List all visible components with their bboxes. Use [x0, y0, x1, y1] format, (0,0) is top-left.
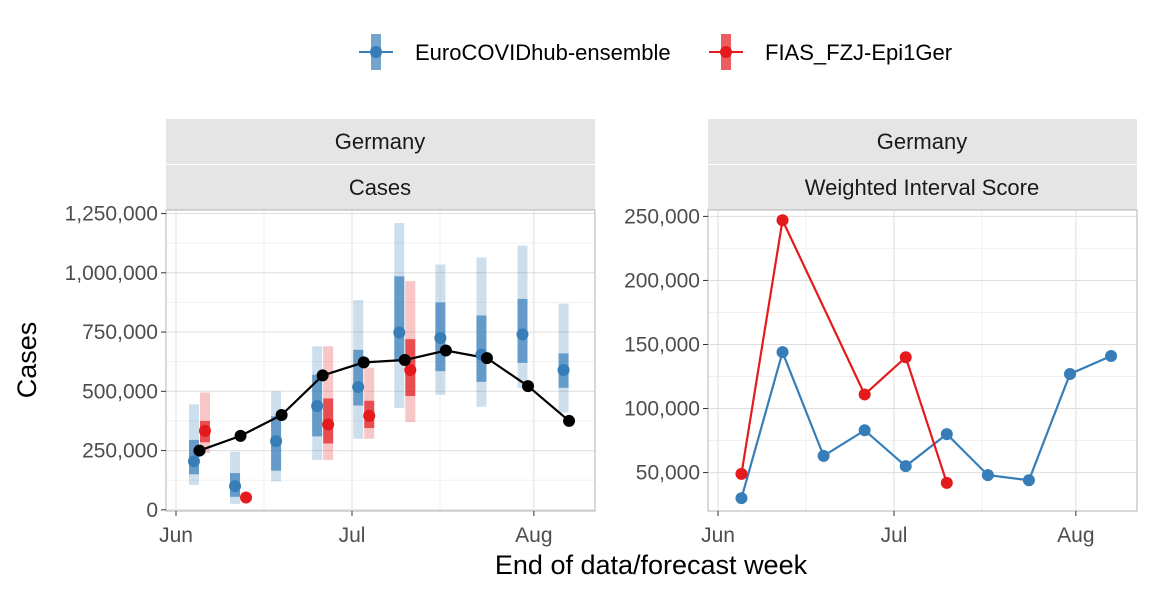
- left-strip-top-label: Germany: [335, 129, 425, 154]
- ensemble-score-point: [981, 469, 994, 482]
- legend-item-fias: FIAS_FZJ-Epi1Ger: [709, 34, 952, 70]
- fias-score-point: [899, 351, 912, 364]
- observed-point: [398, 354, 411, 367]
- ensemble-score-point: [940, 428, 953, 441]
- right-y-tick-label: 250,000: [624, 205, 700, 228]
- right-panel-grid: [708, 210, 1137, 511]
- ensemble-median-point: [557, 363, 570, 376]
- ensemble-median-point: [352, 381, 365, 394]
- left-y-tick-label: 1,000,000: [65, 262, 158, 285]
- right-y-tick-label: 150,000: [624, 333, 700, 356]
- fias-median-point: [404, 363, 417, 376]
- right-strip-bottom: [708, 165, 1137, 210]
- left-x-tick-label: Aug: [515, 524, 552, 547]
- left-y-tick-label: 1,250,000: [65, 203, 158, 226]
- y-axis-title: Cases: [12, 322, 42, 399]
- observed-point: [439, 344, 452, 357]
- right-strip-top: [708, 119, 1137, 164]
- ensemble-score-point: [1022, 474, 1035, 487]
- left-y-tick-label: 500,000: [82, 380, 158, 403]
- ensemble-median-point: [229, 480, 242, 493]
- legend-key-fias-point: [720, 46, 732, 58]
- observed-point: [357, 356, 370, 369]
- left-strip-bottom: [166, 165, 595, 210]
- ensemble-inner-interval: [394, 276, 405, 361]
- ensemble-score-point: [899, 460, 912, 473]
- right-panel-axes: 50,000 100,000 150,000 200,000 250,000 Jun Jul…: [624, 205, 1094, 547]
- observed-line: [199, 349, 570, 452]
- right-panel-background: [708, 210, 1137, 511]
- x-axis-title: End of data/forecast week: [495, 550, 808, 580]
- observed-point: [522, 380, 534, 393]
- right-strip-bottom-label: Weighted Interval Score: [805, 175, 1039, 200]
- ensemble-score-line: [740, 348, 1112, 499]
- legend-item-ensemble: EuroCOVIDhub-ensemble: [359, 34, 671, 70]
- left-panel-border: [165, 209, 596, 512]
- fias-score-point: [735, 467, 748, 480]
- ensemble-median-point: [187, 455, 200, 468]
- right-y-tick-label: 100,000: [624, 398, 700, 421]
- ensemble-median-point: [516, 328, 529, 341]
- fias-median-point: [198, 424, 211, 437]
- legend-label-ensemble: EuroCOVIDhub-ensemble: [415, 40, 671, 65]
- legend-label-fias: FIAS_FZJ-Epi1Ger: [765, 40, 952, 65]
- left-x-tick-label: Jul: [339, 524, 366, 547]
- left-y-tick-label: 0: [146, 499, 158, 522]
- ensemble-score-point: [735, 492, 748, 505]
- ensemble-median-point: [393, 326, 406, 339]
- ensemble-score-point: [858, 424, 871, 437]
- right-strip-top-label: Germany: [877, 129, 967, 154]
- left-y-tick-label: 750,000: [82, 321, 158, 344]
- fias-score-point: [858, 388, 871, 401]
- observed-point: [480, 352, 493, 365]
- ensemble-median-point: [434, 331, 447, 344]
- right-panel-marks: [735, 214, 1118, 505]
- left-strip-top: [166, 119, 595, 164]
- ensemble-inner-interval: [353, 349, 364, 406]
- observed-point: [193, 444, 206, 457]
- legend-key-ensemble-point: [370, 46, 382, 58]
- fias-score-point: [776, 214, 789, 227]
- observed-point: [316, 369, 329, 382]
- fias-median-point: [363, 409, 376, 422]
- fias-score-point: [940, 476, 953, 489]
- fias-median-point: [240, 491, 253, 504]
- left-panel-axes: 0 250,000 500,000 750,000 1,000,000 1,250,000…: [65, 203, 553, 547]
- right-x-tick-label: Jul: [881, 524, 908, 547]
- left-panel-marks: [187, 223, 576, 504]
- ensemble-score-point: [1105, 350, 1118, 363]
- left-y-tick-label: 250,000: [82, 440, 158, 463]
- observed-point: [275, 409, 288, 422]
- ensemble-score-point: [1064, 367, 1076, 380]
- right-y-tick-label: 50,000: [636, 462, 700, 485]
- right-panel-border: [707, 209, 1138, 512]
- ensemble-median-point: [270, 435, 283, 448]
- left-strip-bottom-label: Cases: [349, 175, 411, 200]
- ensemble-score-point: [817, 449, 830, 462]
- observed-point: [563, 414, 576, 427]
- legend: EuroCOVIDhub-ensemble FIAS_FZJ-Epi1Ger: [359, 34, 952, 70]
- observed-point: [234, 429, 247, 442]
- fias-median-point: [322, 418, 335, 431]
- ensemble-median-point: [311, 400, 324, 413]
- ensemble-score-point: [776, 346, 789, 359]
- right-x-tick-label: Aug: [1057, 524, 1094, 547]
- right-x-tick-label: Jun: [701, 524, 735, 547]
- left-x-tick-label: Jun: [159, 524, 193, 547]
- right-y-tick-label: 200,000: [624, 269, 700, 292]
